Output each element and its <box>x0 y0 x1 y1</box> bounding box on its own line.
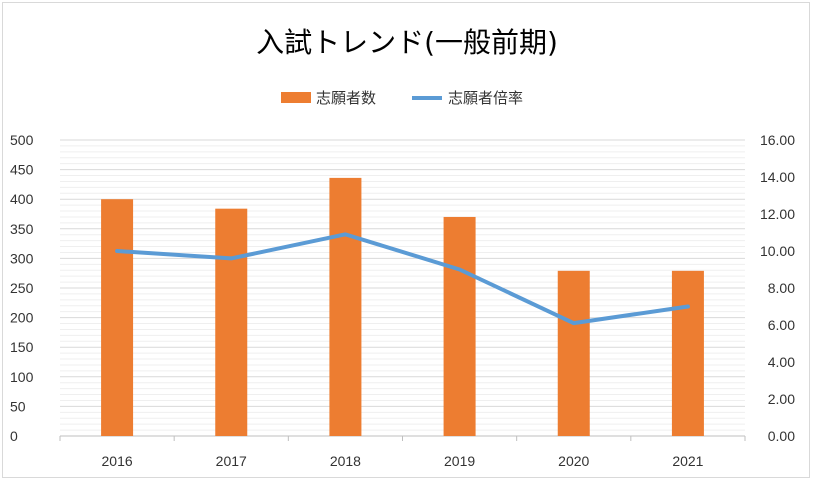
x-tick-label: 2017 <box>216 453 247 469</box>
bar <box>443 216 476 436</box>
right-tick-label: 10.00 <box>760 243 795 259</box>
line-series <box>115 232 690 326</box>
legend-swatch-applicants <box>281 92 311 103</box>
x-tick-label: 2019 <box>444 453 475 469</box>
left-tick-label: 100 <box>10 369 34 385</box>
x-tick-label: 2020 <box>558 453 589 469</box>
right-tick-label: 0.00 <box>768 428 795 444</box>
left-tick-label: 400 <box>10 191 34 207</box>
x-tick-label: 2018 <box>330 453 361 469</box>
x-tick-label: 2016 <box>102 453 133 469</box>
right-axis-ticks: 0.00 2.00 4.00 6.00 8.00 10.00 12.00 14.00 16.00 <box>760 132 795 444</box>
bar <box>215 208 248 436</box>
legend-label-ratio: 志願者倍率 <box>448 89 523 107</box>
right-tick-label: 8.00 <box>768 280 795 296</box>
right-tick-label: 6.00 <box>768 317 795 333</box>
legend-label-applicants: 志願者数 <box>316 89 376 107</box>
right-tick-label: 12.00 <box>760 206 795 222</box>
bar <box>329 177 362 436</box>
x-axis-ticks: 2016 2017 2018 2019 2020 2021 <box>102 453 704 469</box>
bar <box>671 270 704 436</box>
gridlines <box>59 139 746 441</box>
right-tick-label: 2.00 <box>768 391 795 407</box>
line-path <box>115 232 690 326</box>
left-tick-label: 0 <box>10 428 18 444</box>
bar <box>101 199 134 436</box>
left-tick-label: 50 <box>10 398 26 414</box>
left-tick-label: 250 <box>10 280 34 296</box>
right-tick-label: 14.00 <box>760 169 795 185</box>
left-tick-label: 500 <box>10 132 34 148</box>
left-tick-label: 450 <box>10 162 34 178</box>
left-tick-label: 150 <box>10 339 34 355</box>
bar <box>557 270 590 436</box>
left-tick-label: 200 <box>10 310 34 326</box>
x-tick-label: 2021 <box>672 453 703 469</box>
chart-title: 入試トレンド(一般前期) <box>256 26 558 59</box>
right-tick-label: 16.00 <box>760 132 795 148</box>
left-axis-ticks: 0 50 100 150 200 250 300 350 400 450 500 <box>10 132 34 444</box>
legend: 志願者数 志願者倍率 <box>281 89 523 107</box>
right-tick-label: 4.00 <box>768 354 795 370</box>
left-tick-label: 350 <box>10 221 34 237</box>
left-tick-label: 300 <box>10 250 34 266</box>
bar-series <box>101 177 704 436</box>
